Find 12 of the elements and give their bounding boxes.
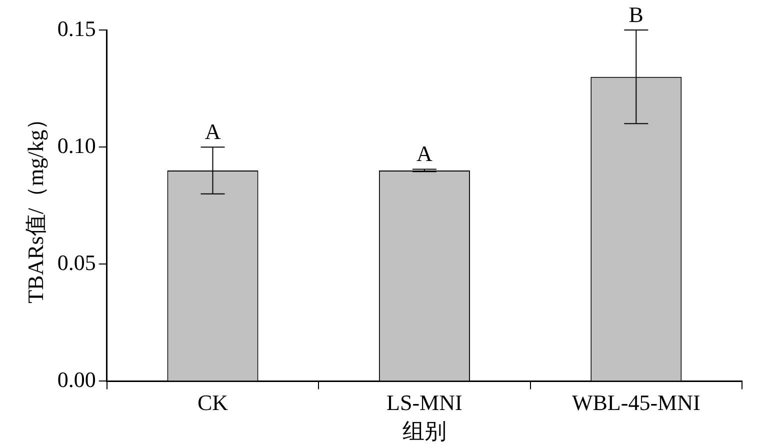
x-tick-label: LS-MNI xyxy=(386,390,462,416)
x-tick-label: CK xyxy=(197,390,228,416)
annotation: A xyxy=(416,141,433,166)
y-axis-title: TBARs值/（mg/kg） xyxy=(22,108,48,304)
annotation: A xyxy=(204,118,221,144)
x-tick-label: WBL-45-MNI xyxy=(572,390,700,416)
y-tick-label: 0.00 xyxy=(57,366,96,392)
x-axis-title: 组别 xyxy=(402,418,446,444)
annotation: B xyxy=(628,2,644,27)
y-tick-label: 0.15 xyxy=(57,16,96,41)
y-tick-label: 0.05 xyxy=(57,250,96,275)
y-tick-label: 0.10 xyxy=(57,132,96,158)
